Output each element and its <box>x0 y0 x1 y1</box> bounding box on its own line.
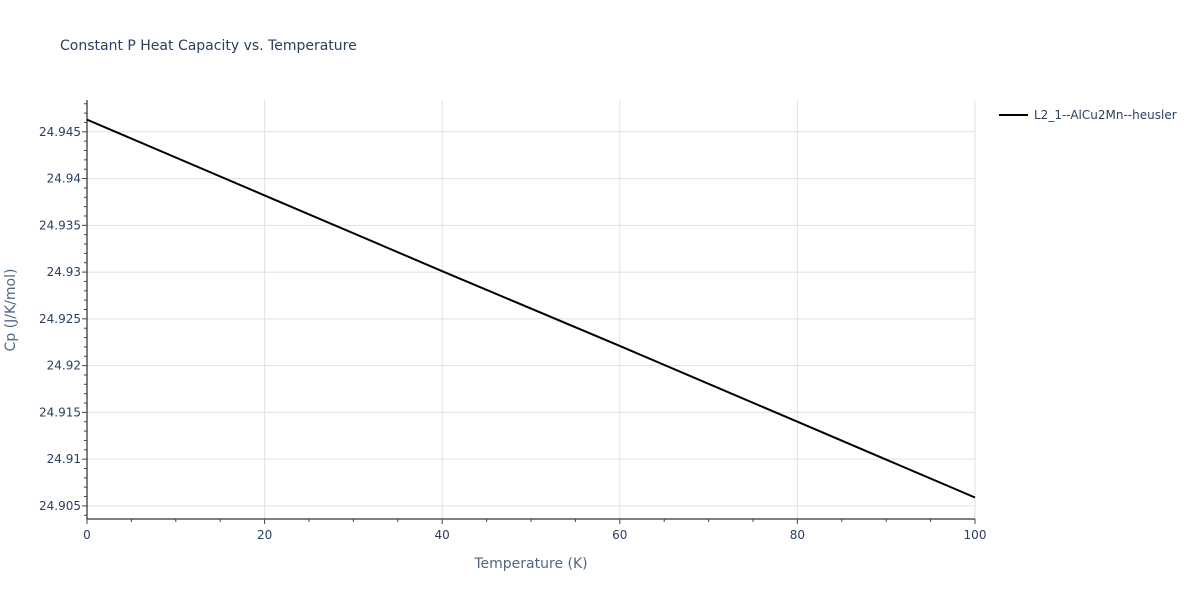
legend-item-label[interactable]: L2_1--AlCu2Mn--heusler <box>1034 108 1177 122</box>
y-tick-label: 24.92 <box>47 359 81 373</box>
y-axis-title: Cp (J/K/mol) <box>3 269 19 352</box>
x-tick-label: 0 <box>83 528 91 542</box>
y-tick-label: 24.935 <box>39 218 81 232</box>
chart-title: Constant P Heat Capacity vs. Temperature <box>60 38 357 54</box>
x-tick-label: 80 <box>790 528 805 542</box>
series-line[interactable] <box>86 118 976 499</box>
x-tick-label: 20 <box>257 528 272 542</box>
y-tick-label: 24.945 <box>39 125 81 139</box>
y-tick-label: 24.94 <box>47 172 81 186</box>
x-tick-label: 60 <box>612 528 627 542</box>
y-tick-label: 24.91 <box>47 452 81 466</box>
y-tick-label: 24.925 <box>39 312 81 326</box>
x-axis-title: Temperature (K) <box>473 556 587 572</box>
y-tick-label: 24.905 <box>39 499 81 513</box>
x-tick-label: 40 <box>435 528 450 542</box>
legend[interactable]: L2_1--AlCu2Mn--heusler <box>999 108 1177 122</box>
x-axis-ticks: 0 20 40 60 80 100 <box>83 519 986 542</box>
y-tick-label: 24.93 <box>47 265 81 279</box>
y-tick-label: 24.915 <box>39 405 81 419</box>
y-axis-ticks: 24.905 24.91 24.915 24.92 24.925 24.93 24.935 2… <box>39 103 87 516</box>
grid-lines <box>87 100 976 519</box>
x-tick-label: 100 <box>964 528 987 542</box>
series-lines <box>86 118 976 499</box>
